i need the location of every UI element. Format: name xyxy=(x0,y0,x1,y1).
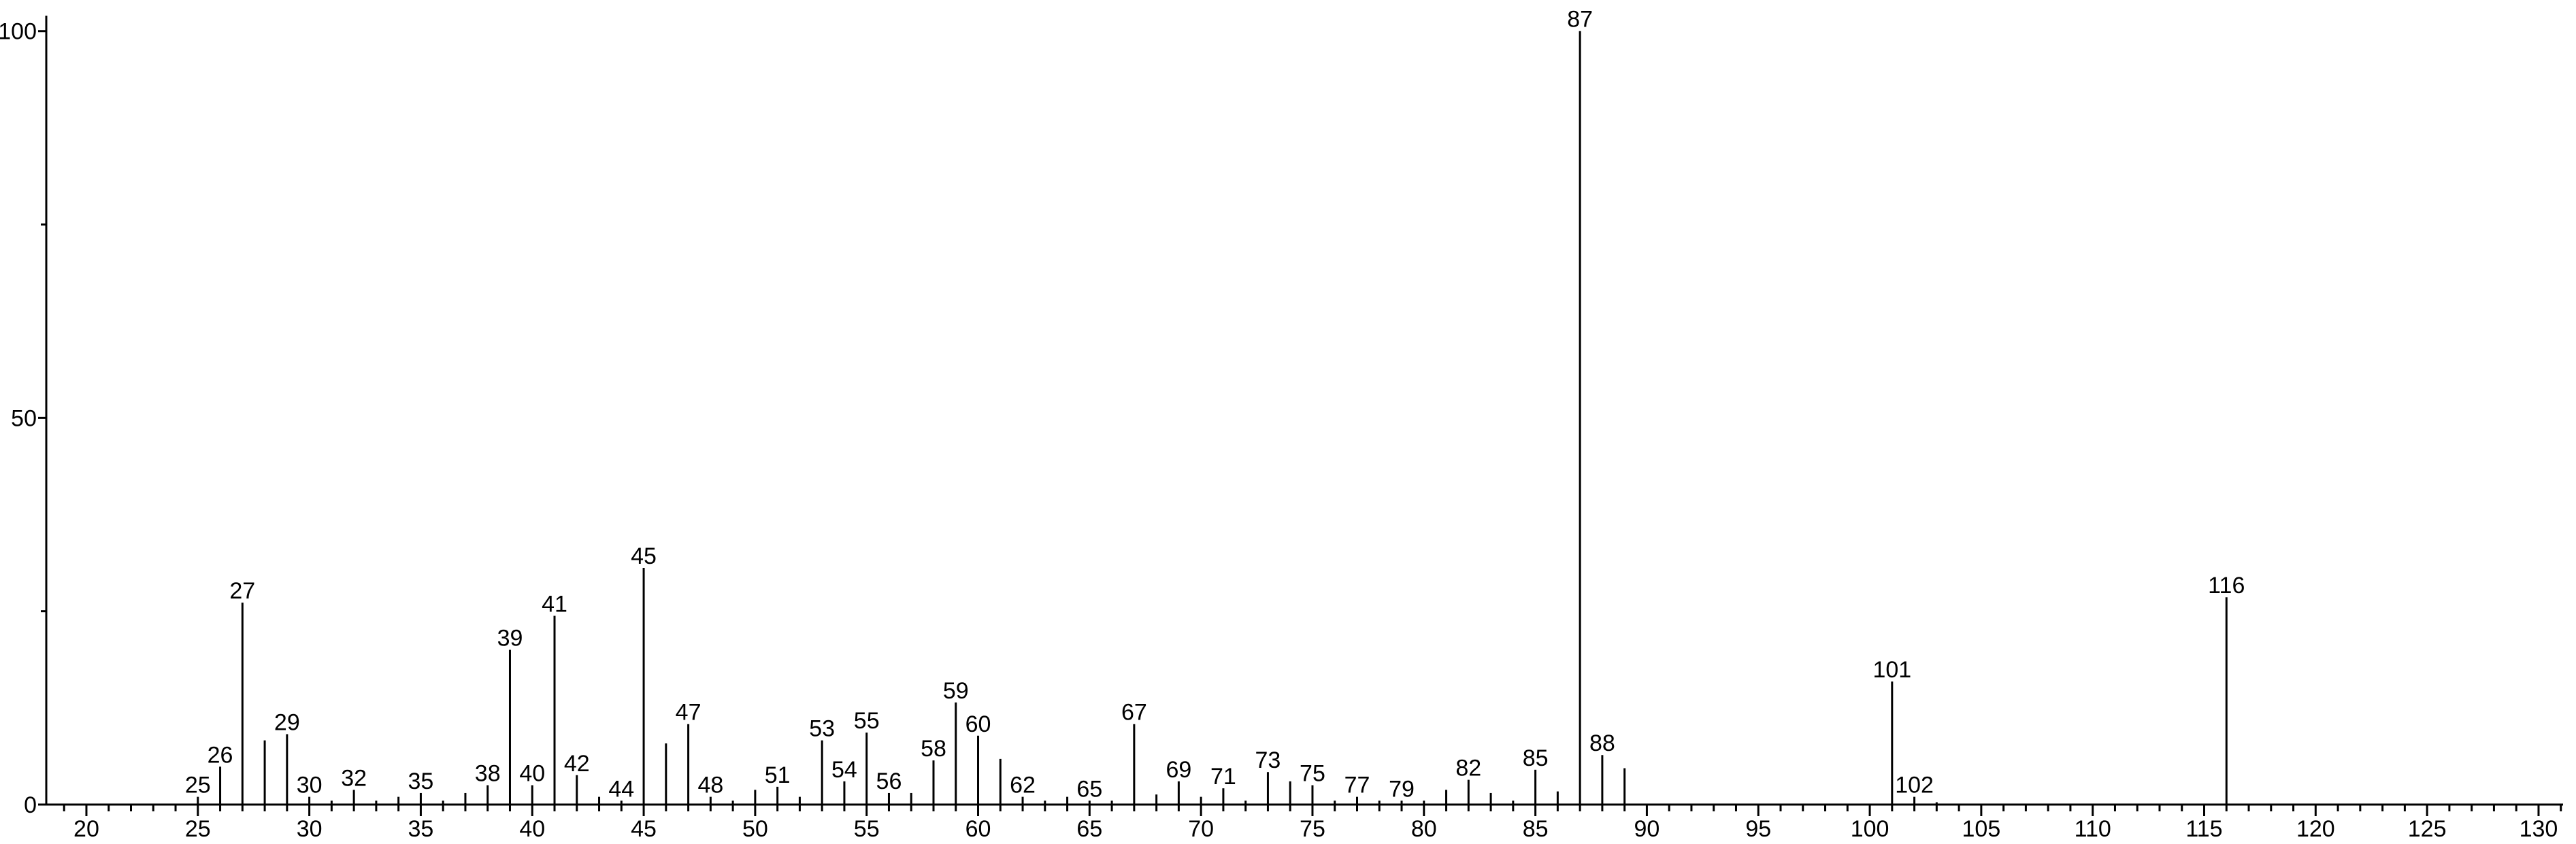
peak-label: 60 xyxy=(965,711,991,737)
peak-label: 88 xyxy=(1589,730,1615,756)
x-tick-label: 100 xyxy=(1851,816,1889,841)
y-tick-label: 0 xyxy=(24,792,37,818)
x-tick-label: 70 xyxy=(1188,816,1214,841)
peak-label: 48 xyxy=(697,773,723,798)
peak-label: 47 xyxy=(676,700,701,726)
x-tick-label: 20 xyxy=(73,816,99,841)
x-tick-label: 115 xyxy=(2185,816,2222,841)
peak-label: 77 xyxy=(1344,773,1370,798)
peak-label: 26 xyxy=(208,742,233,768)
x-tick-label: 30 xyxy=(297,816,323,841)
x-tick-label: 60 xyxy=(965,816,991,841)
peak-label: 32 xyxy=(341,765,367,791)
peak-label: 75 xyxy=(1300,761,1325,787)
peak-label: 25 xyxy=(185,773,211,798)
peak-label: 51 xyxy=(765,762,791,788)
x-tick-label: 65 xyxy=(1076,816,1102,841)
x-tick-label: 125 xyxy=(2408,816,2447,841)
peak-label: 30 xyxy=(297,773,323,798)
peak-label: 87 xyxy=(1567,7,1593,33)
x-tick-label: 40 xyxy=(519,816,545,841)
peak-label: 67 xyxy=(1121,700,1147,726)
peak-label: 79 xyxy=(1389,776,1415,802)
peak-label: 40 xyxy=(519,761,545,787)
peak-label: 85 xyxy=(1523,745,1549,771)
x-tick-label: 50 xyxy=(742,816,768,841)
peak-label: 27 xyxy=(229,578,255,604)
x-tick-label: 120 xyxy=(2296,816,2335,841)
y-tick-label: 50 xyxy=(11,405,37,431)
peak-label: 41 xyxy=(542,592,567,618)
x-tick-label: 90 xyxy=(1634,816,1660,841)
peak-label: 29 xyxy=(274,710,300,736)
y-tick-label: 100 xyxy=(0,19,37,45)
x-tick-label: 25 xyxy=(185,816,211,841)
peak-label: 38 xyxy=(475,761,501,787)
x-tick-label: 80 xyxy=(1411,816,1437,841)
peak-label: 53 xyxy=(809,716,835,742)
peak-label: 82 xyxy=(1455,756,1481,781)
peak-label: 45 xyxy=(631,543,657,569)
peak-label: 58 xyxy=(921,736,946,762)
x-tick-label: 130 xyxy=(2520,816,2558,841)
x-tick-label: 85 xyxy=(1523,816,1549,841)
peak-label: 35 xyxy=(408,769,434,794)
peak-label: 71 xyxy=(1210,764,1236,790)
x-tick-label: 35 xyxy=(408,816,434,841)
peak-label: 69 xyxy=(1166,757,1191,783)
peak-label: 59 xyxy=(943,678,969,704)
x-tick-label: 75 xyxy=(1300,816,1325,841)
peak-label: 54 xyxy=(831,757,857,783)
peak-label: 73 xyxy=(1255,747,1281,773)
peak-label: 65 xyxy=(1076,776,1102,802)
x-tick-label: 45 xyxy=(631,816,657,841)
peak-label: 42 xyxy=(564,751,590,777)
x-tick-label: 110 xyxy=(2075,816,2111,841)
x-tick-label: 95 xyxy=(1745,816,1771,841)
peak-label: 62 xyxy=(1010,773,1036,798)
peak-label: 102 xyxy=(1895,773,1934,798)
peak-label: 101 xyxy=(1872,657,1911,683)
x-tick-label: 55 xyxy=(854,816,880,841)
x-tick-label: 105 xyxy=(1962,816,2001,841)
peak-label: 44 xyxy=(608,776,634,802)
peak-label: 56 xyxy=(876,769,902,794)
peak-label: 39 xyxy=(497,626,523,652)
peak-label: 116 xyxy=(2208,573,2245,598)
peak-label: 55 xyxy=(854,708,880,734)
